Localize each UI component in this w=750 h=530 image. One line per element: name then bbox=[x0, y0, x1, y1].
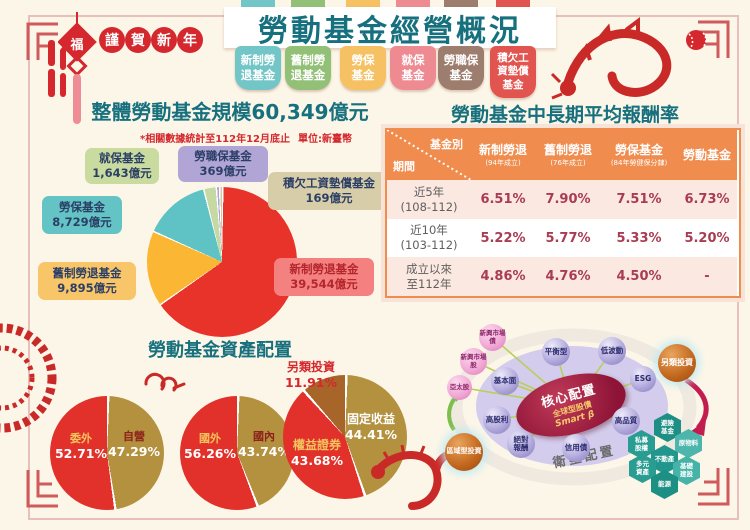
cell-10yr-lf: 5.20% bbox=[677, 219, 737, 257]
tab-ribbon-top-6 bbox=[496, 0, 530, 9]
title-banner: 勞動基金經營概況 bbox=[224, 7, 556, 49]
pie3-equities-label: 權益證券 43.68% bbox=[290, 438, 344, 468]
tab-old-pension-fund: 舊制勞 退基金 bbox=[285, 46, 331, 90]
returns-table: 基金別 期間 新制勞退 (94年成立) 舊制勞退 (76年成立) 勞保基金 (84年勞… bbox=[385, 128, 741, 298]
legend-labor-insurance-fund: 勞保基金 8,729億元 bbox=[42, 196, 122, 234]
pie3-fixed-income-label: 固定收益 44.41% bbox=[344, 412, 398, 442]
cell-10yr-li: 5.33% bbox=[601, 219, 677, 257]
legend-new-pension-fund: 新制勞退基金 39,544億元 bbox=[274, 258, 374, 296]
new-year-badge-3: 新 bbox=[151, 27, 177, 53]
tab-occupational-insurance-fund: 勞職保 基金 bbox=[438, 46, 484, 90]
core-satellite-diagram: 核心配置 全球型股債 Smart β 衛星配置 新興市場債 新興市場股 亞太股 … bbox=[440, 300, 740, 515]
ball-high-quality: 高品質 bbox=[612, 407, 640, 435]
col-header-labor-insurance: 勞保基金 (84年勞健保分隸) bbox=[601, 130, 677, 180]
overall-heading: 整體勞動基金規模60,349億元 bbox=[91, 100, 369, 124]
pie1-inhouse-label: 自營 47.29% bbox=[107, 430, 161, 459]
ball-credit-bonds: 信用債 bbox=[562, 434, 590, 462]
allocation-heading: 勞動基金資產配置 bbox=[148, 340, 292, 361]
corner-ornament-bottom-right bbox=[698, 468, 730, 506]
cell-inc-old: 4.76% bbox=[535, 257, 601, 296]
pie1-outsourced-label: 委外 52.71% bbox=[54, 432, 108, 461]
foreign-vs-domestic-pie bbox=[180, 396, 294, 510]
asset-class-pie bbox=[283, 375, 407, 499]
cell-10yr-old: 5.77% bbox=[535, 219, 601, 257]
row-period-10yr: 近10年 (103-112) bbox=[387, 219, 471, 257]
managed-vs-inhouse-pie bbox=[50, 396, 164, 510]
ball-absolute-return: 絕對 報酬 bbox=[507, 430, 535, 458]
ball-regional-investment: 區域型投資 bbox=[445, 433, 483, 471]
tab-ribbon-top-5 bbox=[444, 0, 478, 9]
data-cutoff-note: *相關數據統計至112年12月底止 bbox=[140, 134, 291, 145]
pie3-alternative-label: 另類投資 11.91% bbox=[284, 360, 338, 390]
legend-wage-arrears-fund: 積欠工資墊償基金 169億元 bbox=[268, 172, 390, 210]
tab-ribbon-top-4 bbox=[396, 0, 430, 9]
row-period-inception: 成立以來 至112年 bbox=[387, 257, 471, 296]
dragon-icon-top-right bbox=[550, 17, 707, 100]
col-header-new-pension: 新制勞退 (94年成立) bbox=[471, 130, 535, 180]
cell-5yr-lf: 6.73% bbox=[677, 180, 737, 219]
ball-esg: ESG bbox=[630, 366, 656, 392]
tab-wage-arrears-fund: 積欠工 資墊償 基金 bbox=[490, 46, 536, 98]
ball-emerging-market-stocks: 新興市場股 bbox=[460, 348, 487, 375]
ball-balanced: 平衡型 bbox=[542, 338, 570, 366]
pie2-foreign-label: 國外 56.26% bbox=[183, 432, 237, 461]
col-header-labor-fund: 勞動基金 bbox=[677, 130, 737, 180]
cell-5yr-li: 7.51% bbox=[601, 180, 677, 219]
cell-10yr-new: 5.22% bbox=[471, 219, 535, 257]
tab-employment-insurance-fund: 就保 基金 bbox=[390, 46, 436, 90]
knot-character: 福 bbox=[70, 38, 84, 53]
cell-inc-new: 4.86% bbox=[471, 257, 535, 296]
row-period-5yr: 近5年 (108-112) bbox=[387, 180, 471, 219]
page-title: 勞動基金經營概況 bbox=[258, 13, 522, 49]
ball-emerging-market-bonds: 新興市場債 bbox=[479, 324, 506, 351]
corner-ornament-bottom-left bbox=[26, 470, 58, 508]
new-year-badge-1: 謹 bbox=[99, 27, 125, 53]
legend-old-pension-fund: 舊制勞退基金 9,895億元 bbox=[38, 262, 136, 300]
tab-ribbon-top-1 bbox=[241, 0, 275, 9]
ball-fundamentals: 基本面 bbox=[491, 367, 519, 395]
new-year-badge-4: 年 bbox=[177, 27, 203, 53]
cell-inc-lf: - bbox=[677, 257, 737, 296]
legend-occupational-insurance-fund: 勞職保基金 369億元 bbox=[178, 146, 268, 182]
ball-alternative-investment: 另類投資 bbox=[658, 344, 696, 382]
cell-inc-li: 4.50% bbox=[601, 257, 677, 296]
fortune-knot-icon bbox=[58, 12, 97, 124]
tab-new-pension-fund: 新制勞 退基金 bbox=[235, 46, 281, 90]
overall-fund-pie-chart bbox=[147, 187, 297, 337]
paper-cut-circle-icon bbox=[0, 323, 57, 433]
cell-5yr-old: 7.90% bbox=[535, 180, 601, 219]
col-header-old-pension: 舊制勞退 (76年成立) bbox=[535, 130, 601, 180]
hex-private-equity: 私募 股權 bbox=[628, 430, 655, 459]
returns-heading: 勞動基金中長期平均報酬率 bbox=[450, 104, 679, 126]
ball-low-volatility: 低波動 bbox=[598, 337, 626, 365]
pie2-domestic-label: 國內 43.74% bbox=[237, 430, 291, 459]
legend-employment-insurance-fund: 就保基金 1,643億元 bbox=[85, 148, 159, 184]
currency-unit-note: 單位:新臺幣 bbox=[298, 134, 352, 145]
ball-asia-pacific-stocks: 亞太股 bbox=[447, 375, 472, 400]
ball-high-dividend: 高股利 bbox=[483, 406, 511, 434]
table-corner-cell: 基金別 期間 bbox=[387, 130, 471, 180]
hex-energy: 能源 bbox=[651, 470, 678, 499]
tab-ribbon-top-3 bbox=[346, 0, 380, 9]
cloud-swirl-icon bbox=[144, 372, 186, 392]
tab-ribbon-top-2 bbox=[291, 0, 325, 9]
cell-5yr-new: 6.51% bbox=[471, 180, 535, 219]
corner-ornament-top-right bbox=[698, 20, 730, 58]
new-year-badge-2: 賀 bbox=[125, 27, 151, 53]
hex-commodities: 原物料 bbox=[675, 429, 702, 458]
tab-labor-insurance-fund: 勞保 基金 bbox=[340, 46, 386, 90]
